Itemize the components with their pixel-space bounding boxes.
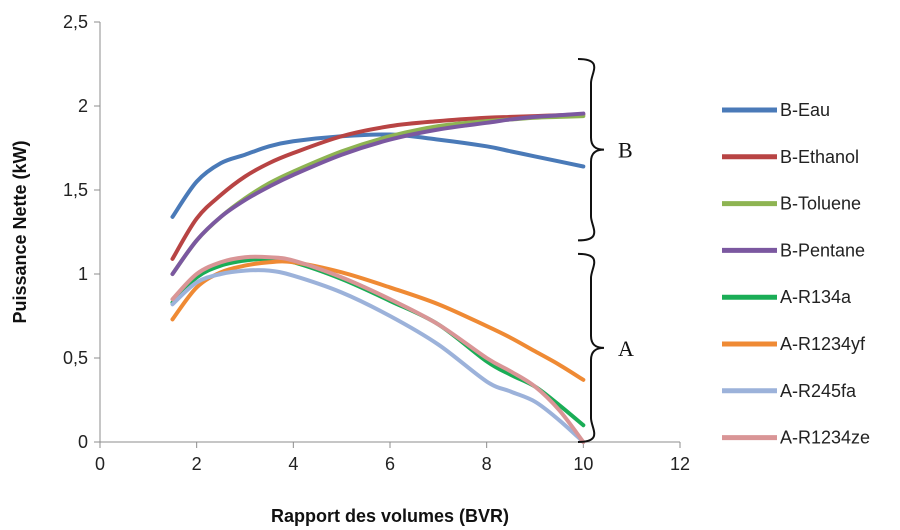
x-tick-label: 10 [573,454,593,474]
series-lines [170,111,586,444]
series-line-a-r1234ze [170,254,586,444]
x-tick-label: 6 [385,454,395,474]
series-line-a-r1234yf [170,259,586,382]
group-label-b: B [618,138,633,163]
y-tick-label: 0,5 [63,348,88,368]
y-axis-title: Puissance Nette (kW) [10,140,30,323]
y-tick-label: 1,5 [63,180,88,200]
y-tick-label: 1 [78,264,88,284]
group-braces: BA [577,57,634,443]
y-tick-labels: 0 0,5 1 1,5 2 2,5 [63,12,100,452]
brace-group-a [577,252,605,443]
legend-label-b-toluene: B-Toluene [780,194,861,214]
x-tick-label: 8 [482,454,492,474]
y-tick-label: 0 [78,432,88,452]
x-tick-label: 0 [95,454,105,474]
series-line-a-r245fa [170,268,586,444]
series-line-b-pentane [170,111,586,276]
legend-label-a-r1234yf: A-R1234yf [780,334,866,354]
legend-label-a-r1234ze: A-R1234ze [780,428,870,448]
series-line-b-toluene [170,114,586,276]
legend-label-b-pentane: B-Pentane [780,240,865,260]
legend-label-b-eau: B-Eau [780,100,830,120]
y-tick-label: 2,5 [63,12,88,32]
x-tick-label: 2 [192,454,202,474]
x-tick-label: 12 [670,454,690,474]
legend-label-a-r245fa: A-R245fa [780,381,857,401]
y-tick-label: 2 [78,96,88,116]
brace-group-b [577,57,605,242]
legend-label-a-r134a: A-R134a [780,287,852,307]
legend: B-Eau B-Ethanol B-Toluene B-Pentane A-R134a A… [722,100,870,448]
x-tick-label: 4 [288,454,298,474]
series-line-b-eau [170,132,586,219]
group-label-a: A [618,336,634,361]
x-tick-labels: 0 2 4 6 8 10 12 [95,442,690,474]
x-axis-title: Rapport des volumes (BVR) [271,506,509,526]
legend-label-b-ethanol: B-Ethanol [780,147,859,167]
